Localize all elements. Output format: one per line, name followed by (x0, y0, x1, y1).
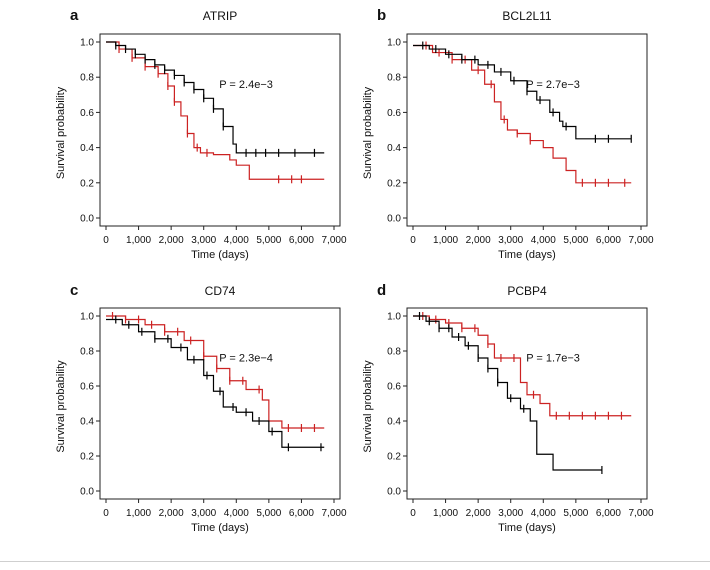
y-tick-label: 0.8 (80, 73, 94, 84)
y-axis-label: Survival probability (362, 360, 374, 453)
y-tick-label: 0.0 (80, 487, 94, 498)
x-tick-label: 3,000 (191, 508, 216, 519)
x-tick-label: 5,000 (256, 508, 281, 519)
y-tick-label: 1.0 (80, 38, 94, 49)
panel-label: c (70, 282, 78, 299)
y-tick-label: 0.2 (80, 178, 94, 189)
x-tick-label: 2,000 (466, 508, 491, 519)
x-tick-label: 2,000 (159, 508, 184, 519)
x-axis-label: Time (days) (498, 249, 556, 261)
chart-title: ATRIP (203, 9, 237, 23)
x-axis-label: Time (days) (498, 522, 556, 534)
x-tick-label: 0 (103, 508, 109, 519)
panel-c: c CD74 0 1,000 2,000 3,000 4,000 5,000 6,000 7,00… (55, 282, 347, 534)
survival-curve-0 (413, 315, 602, 471)
y-tick-label: 1.0 (387, 38, 401, 49)
panel-b: b BCL2L11 0 1,000 2,000 3,000 4,000 5,000 6,000 7… (362, 7, 654, 261)
y-tick-label: 0.6 (80, 382, 94, 393)
x-tick-label: 3,000 (191, 235, 216, 246)
y-axis-label: Survival probability (362, 86, 374, 179)
x-tick-label: 4,000 (531, 235, 556, 246)
survival-curve-1 (106, 315, 325, 429)
x-tick-label: 7,000 (321, 508, 346, 519)
x-tick-label: 7,000 (628, 508, 653, 519)
y-tick-label: 0.2 (80, 452, 94, 463)
y-tick-label: 0.6 (80, 108, 94, 119)
plot-frame (406, 33, 648, 227)
x-tick-label: 5,000 (563, 508, 588, 519)
y-tick-label: 0.2 (387, 178, 401, 189)
x-tick-label: 1,000 (433, 508, 458, 519)
x-tick-label: 2,000 (466, 235, 491, 246)
panel-d: d PCBP4 0 1,000 2,000 3,000 4,000 5,000 6,000 7,0… (362, 282, 654, 534)
y-tick-label: 0.6 (387, 382, 401, 393)
y-tick-label: 0.8 (387, 347, 401, 358)
panel-a: a ATRIP 0 1,000 2,000 3,000 4,000 5,000 6,000 7,0… (55, 7, 347, 261)
p-value-annotation: P = 2.4e−3 (219, 79, 273, 91)
x-axis-label: Time (days) (191, 249, 249, 261)
y-axis-label: Survival probability (55, 86, 67, 179)
p-value-annotation: P = 2.3e−4 (219, 353, 273, 365)
p-value-annotation: P = 1.7e−3 (526, 353, 580, 365)
chart-title: PCBP4 (507, 284, 547, 298)
x-tick-label: 4,000 (531, 508, 556, 519)
y-tick-label: 0.8 (80, 347, 94, 358)
panel-label: a (70, 7, 79, 24)
y-tick-label: 0.2 (387, 452, 401, 463)
x-tick-label: 1,000 (433, 235, 458, 246)
x-tick-label: 1,000 (126, 235, 151, 246)
survival-curve-1 (106, 41, 325, 180)
x-tick-label: 3,000 (498, 508, 523, 519)
x-axis-label: Time (days) (191, 522, 249, 534)
plot-frame (99, 33, 341, 227)
x-tick-label: 7,000 (628, 235, 653, 246)
plot-frame (406, 307, 648, 500)
survival-curve-1 (413, 44, 632, 184)
x-tick-label: 6,000 (289, 508, 314, 519)
survival-curve-1 (413, 315, 632, 417)
bottom-divider (0, 561, 710, 562)
x-tick-label: 5,000 (256, 235, 281, 246)
chart-title: BCL2L11 (502, 9, 551, 23)
survival-curve-0 (413, 44, 632, 140)
x-tick-label: 4,000 (224, 508, 249, 519)
plot-frame (99, 307, 341, 500)
survival-curve-0 (106, 41, 325, 154)
y-tick-label: 0.6 (387, 108, 401, 119)
y-tick-label: 0.4 (387, 417, 401, 428)
panel-label: d (377, 282, 386, 299)
x-tick-label: 4,000 (224, 235, 249, 246)
y-tick-label: 0.4 (80, 417, 94, 428)
p-value-annotation: P = 2.7e−3 (526, 79, 580, 91)
panel-label: b (377, 7, 386, 24)
y-tick-label: 0.4 (80, 143, 94, 154)
y-tick-label: 0.0 (387, 214, 401, 225)
x-tick-label: 6,000 (289, 235, 314, 246)
y-tick-label: 1.0 (387, 312, 401, 323)
y-tick-label: 1.0 (80, 312, 94, 323)
x-tick-label: 0 (103, 235, 109, 246)
y-tick-label: 0.0 (80, 214, 94, 225)
y-axis-label: Survival probability (55, 360, 67, 453)
x-tick-label: 2,000 (159, 235, 184, 246)
x-tick-label: 6,000 (596, 508, 621, 519)
chart-title: CD74 (205, 284, 236, 298)
y-tick-label: 0.8 (387, 73, 401, 84)
x-tick-label: 0 (410, 508, 416, 519)
x-tick-label: 0 (410, 235, 416, 246)
x-tick-label: 3,000 (498, 235, 523, 246)
x-tick-label: 6,000 (596, 235, 621, 246)
x-tick-label: 5,000 (563, 235, 588, 246)
x-tick-label: 1,000 (126, 508, 151, 519)
y-tick-label: 0.0 (387, 487, 401, 498)
y-tick-label: 0.4 (387, 143, 401, 154)
x-tick-label: 7,000 (321, 235, 346, 246)
